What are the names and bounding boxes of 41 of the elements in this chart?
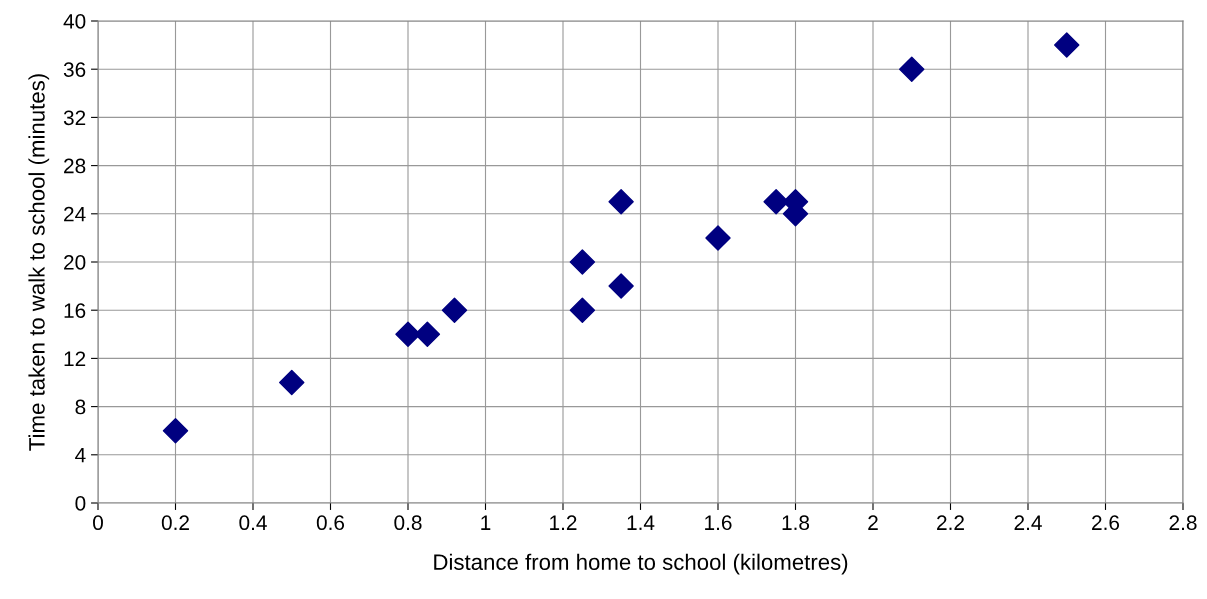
x-tick-label: 0.8 bbox=[394, 515, 422, 531]
x-tick-label: 0 bbox=[93, 515, 103, 531]
y-tick-label: 4 bbox=[75, 448, 86, 463]
y-tick-label: 12 bbox=[64, 351, 86, 366]
point bbox=[608, 273, 634, 299]
y-tick-label: 24 bbox=[64, 206, 86, 222]
point bbox=[414, 321, 441, 348]
x-tick-label: 1 bbox=[481, 515, 491, 530]
x-tick-label: 1.8 bbox=[782, 515, 810, 531]
x-tick-label: 2.4 bbox=[1014, 515, 1042, 530]
point bbox=[705, 225, 731, 251]
x-tick-label: 1.2 bbox=[550, 515, 577, 530]
point bbox=[395, 321, 421, 348]
point bbox=[162, 417, 189, 444]
x-tick-label: 0.4 bbox=[239, 515, 267, 531]
y-tick-label: 16 bbox=[64, 303, 86, 318]
y-axis-title: Time taken to walk to school (minutes) bbox=[28, 74, 50, 451]
x-tick-label: 2 bbox=[868, 515, 878, 530]
x-tick-label: 1.6 bbox=[705, 515, 732, 531]
point bbox=[608, 189, 634, 215]
y-tick-label: 28 bbox=[64, 158, 86, 174]
x-tick-label: 1.4 bbox=[627, 515, 655, 530]
point bbox=[279, 369, 305, 396]
point bbox=[569, 297, 596, 323]
point bbox=[569, 249, 596, 275]
y-tick-label: 36 bbox=[63, 62, 86, 77]
x-tick-label: 0.2 bbox=[161, 515, 189, 531]
y-tick-label: 32 bbox=[63, 110, 86, 126]
x-tick-label: 2.8 bbox=[1169, 515, 1197, 531]
y-tick-label: 8 bbox=[75, 399, 86, 415]
x-tick-label: 0.6 bbox=[316, 515, 345, 531]
y-tick-label: 20 bbox=[64, 255, 86, 270]
point bbox=[763, 189, 789, 215]
point bbox=[899, 56, 925, 82]
y-tick-label: 40 bbox=[63, 14, 86, 29]
point bbox=[441, 297, 468, 323]
point bbox=[1054, 32, 1080, 58]
x-tick-label: 2.6 bbox=[1092, 515, 1120, 531]
x-tick-label: 2.2 bbox=[937, 515, 964, 530]
y-tick-label: 0 bbox=[75, 496, 86, 511]
x-axis-title: Distance from home to school (kilometres) bbox=[434, 553, 848, 575]
